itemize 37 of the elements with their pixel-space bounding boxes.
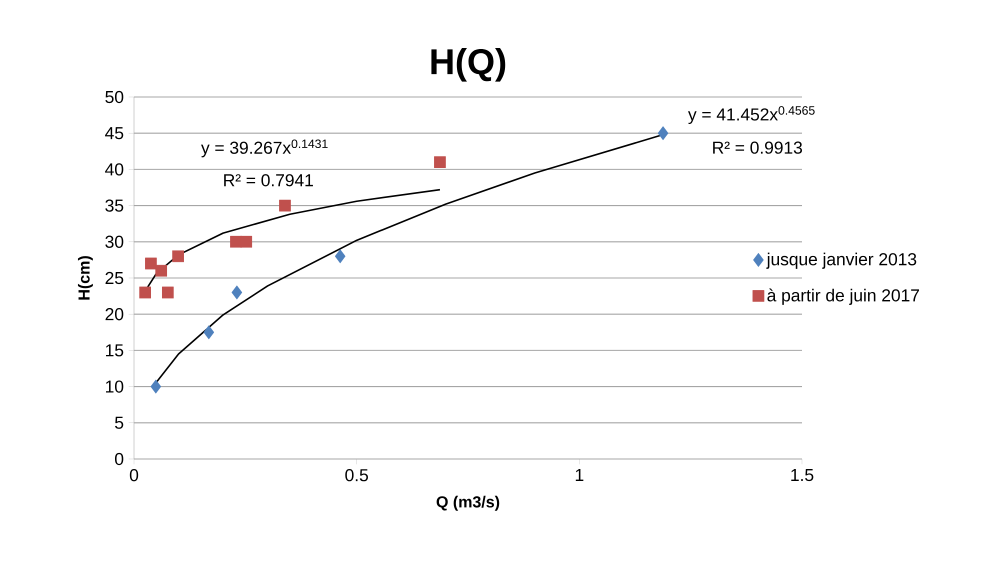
point: [658, 126, 668, 140]
y-tick-label: 40: [105, 163, 124, 176]
y-tick-label: 35: [105, 199, 124, 212]
x-tick-label: 1.5: [791, 469, 814, 482]
annotation: R² = 0.9913: [713, 142, 802, 154]
annotation: y = 39.267x$^{0.1431}$: [201, 139, 328, 158]
legend-label: jusque janvier 2013: [766, 252, 916, 269]
y-tick-label: 5: [115, 416, 124, 429]
y-tick-label: 0: [114, 452, 124, 466]
point: [279, 200, 291, 212]
chart-title: H(Q): [431, 48, 506, 82]
x-tick-label: 0.5: [345, 469, 368, 482]
y-tick-label: 20: [106, 308, 124, 320]
y-tick-label: 25: [106, 272, 124, 284]
annotation: y = 41.452x$^{0.4565}$: [688, 106, 815, 124]
y-tick-label: 30: [105, 236, 124, 248]
point: [155, 264, 168, 277]
y-axis-title: H(cm): [78, 256, 93, 300]
point: [145, 258, 157, 270]
point: [162, 286, 174, 298]
point: [232, 286, 242, 300]
x-tick-label: 1: [576, 469, 584, 481]
y-tick-label: 15: [106, 344, 124, 356]
legend-label: à partir de juin 2017: [767, 288, 919, 305]
point: [204, 325, 214, 340]
x-tick-label: 0: [130, 469, 138, 482]
x-axis-title: Q (m3/s): [436, 496, 500, 511]
point: [434, 156, 446, 168]
annotation: R² = 0.7941: [224, 174, 313, 186]
point: [240, 236, 252, 248]
point: [334, 249, 346, 264]
point: [139, 286, 152, 298]
y-tick-label: 50: [105, 90, 124, 104]
point: [150, 380, 162, 394]
point: [172, 250, 184, 262]
y-tick-label: 10: [106, 380, 124, 393]
y-tick-label: 45: [105, 127, 124, 140]
